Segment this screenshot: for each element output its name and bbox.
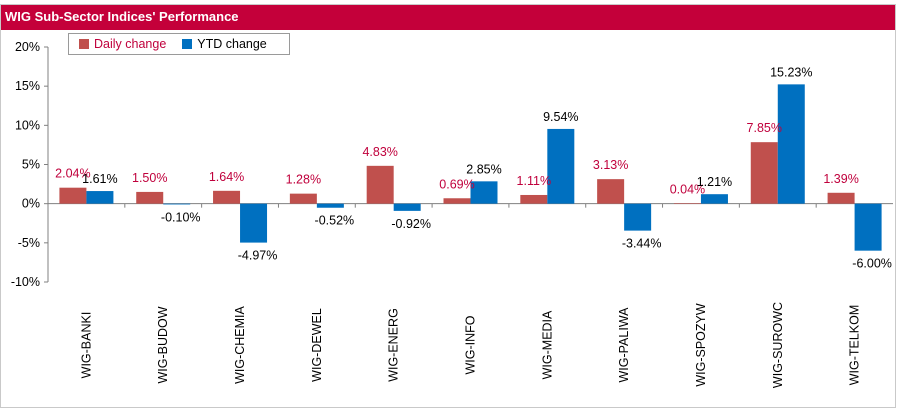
legend-item-ytd: YTD change [182,37,267,51]
category-label: WIG-TELKOM [848,305,862,386]
bar-ytd-change [316,203,344,208]
legend: Daily change YTD change [68,33,290,55]
chart-title: WIG Sub-Sector Indices' Performance [0,4,896,30]
legend-swatch-daily [79,39,89,49]
category-label: WIG-ENERG [387,308,401,382]
data-label-daily: 1.64% [209,170,244,184]
bar-daily-change [673,203,701,204]
data-label-ytd: 15.23% [770,65,812,79]
legend-swatch-ytd [182,39,193,49]
category-label: WIG-MEDIA [540,310,554,379]
y-tick-label: 0% [22,197,40,211]
category-label: WIG-SUROWC [771,302,785,388]
data-label-ytd: -0.52% [315,214,355,228]
bar-ytd-change [393,203,421,211]
data-label-daily: 7.85% [747,121,782,135]
y-tick-label: 15% [15,79,40,93]
bar-daily-change [827,192,855,204]
bar-ytd-change [240,203,268,243]
y-tick-label: 10% [15,118,40,132]
bar-daily-change [136,191,164,204]
data-label-ytd: -6.00% [852,257,892,271]
category-label: WIG-SPOZYW [694,303,708,387]
data-label-ytd: -0.92% [391,217,431,231]
data-label-ytd: -3.44% [622,237,662,251]
legend-label-daily: Daily change [94,37,167,51]
y-tick-label: -5% [18,236,40,250]
bar-ytd-change [470,181,498,204]
data-label-ytd: 2.85% [466,162,501,176]
bar-daily-change [750,142,778,204]
data-label-ytd: 1.21% [697,175,732,189]
data-label-daily: 4.83% [362,145,397,159]
data-label-ytd: 1.61% [82,172,117,186]
bar-daily-change [520,194,548,204]
data-label-ytd: -0.10% [161,210,201,224]
bar-daily-change [597,179,625,204]
bar-ytd-change [163,203,191,205]
data-label-daily: 3.13% [593,158,628,172]
category-label: WIG-INFO [464,315,478,374]
legend-label-ytd: YTD change [197,37,267,51]
bar-ytd-change [700,194,728,204]
category-label: WIG-DEWEL [310,308,324,382]
bar-ytd-change [547,128,575,204]
bar-daily-change [289,193,317,204]
y-tick-label: 20% [15,40,40,54]
bar-ytd-change [777,84,805,204]
data-label-daily: 0.69% [439,177,474,191]
bar-ytd-change [86,191,114,204]
y-tick-label: 5% [22,158,40,172]
data-label-daily: 1.11% [517,174,552,188]
data-label-daily: 1.39% [823,172,858,186]
category-label: WIG-PALIWA [617,307,631,383]
category-label: WIG-BUDOW [156,306,170,383]
bar-daily-change [213,190,241,204]
bar-daily-change [443,198,471,204]
data-label-daily: 0.04% [670,182,705,196]
category-label: WIG-BANKI [79,312,93,379]
bar-daily-change [59,187,87,204]
bar-daily-change [366,165,394,204]
data-label-daily: 2.04% [55,167,90,181]
bar-ytd-change [624,203,652,231]
data-label-ytd: 9.54% [543,110,578,124]
legend-item-daily: Daily change [79,37,166,51]
y-tick-label: -10% [11,275,40,289]
data-label-daily: 1.50% [132,171,167,185]
data-label-ytd: -4.97% [238,249,278,263]
bar-ytd-change [854,203,882,251]
data-label-daily: 1.28% [286,173,321,187]
category-label: WIG-CHEMIA [233,305,247,383]
